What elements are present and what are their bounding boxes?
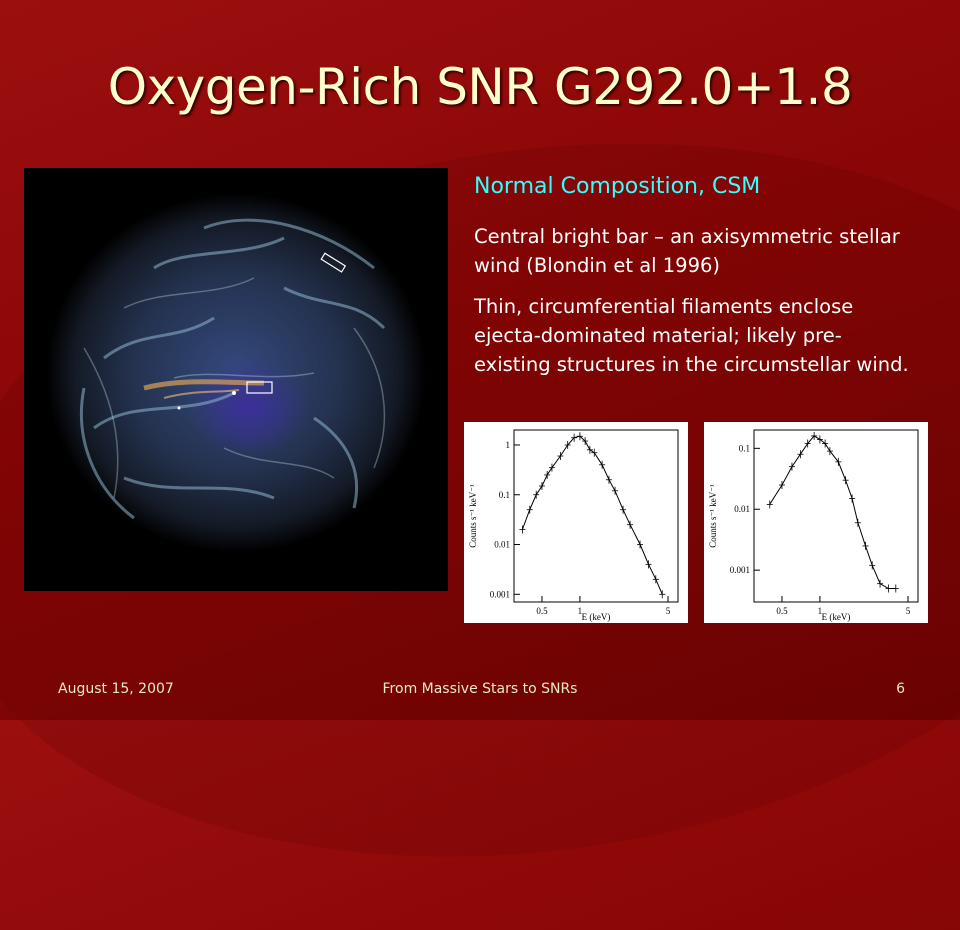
spectrum-line — [521, 435, 663, 595]
x-axis-label: E (keV) — [822, 612, 851, 622]
x-tick-label: 1 — [578, 606, 583, 616]
spectrum-line — [769, 435, 896, 589]
plot-frame — [513, 429, 679, 603]
y-tick-label: 0.001 — [730, 565, 750, 575]
plot-frame — [753, 429, 919, 603]
snr-xray-image — [24, 168, 448, 591]
y-tick-label: 0.01 — [494, 540, 510, 550]
y-tick-label: 1 — [506, 440, 511, 450]
y-tick-label: 0.01 — [734, 504, 750, 514]
slide-number: 6 — [896, 681, 905, 697]
paragraph-bright-bar: Central bright bar – an axisymmetric ste… — [474, 225, 900, 277]
x-tick-label: 5 — [666, 606, 671, 616]
x-axis-label: E (keV) — [582, 612, 611, 622]
y-tick-label: 0.1 — [739, 443, 750, 453]
y-tick-label: 0.001 — [490, 589, 510, 599]
footer-date: August 15, 2007 — [58, 681, 174, 697]
slide-title: Oxygen-Rich SNR G292.0+1.8 — [107, 58, 853, 116]
subheading: Normal Composition, CSM — [474, 174, 761, 199]
footer-title: From Massive Stars to SNRs — [382, 681, 578, 697]
x-tick-label: 0.5 — [536, 606, 548, 616]
spectrum-plot-right: 0.5 1 5 0.1 0.01 0.001 E (keV) Counts s⁻¹ keV⁻¹ — [704, 422, 928, 623]
spectrum-plot-left: 0.5 1 5 1 0.1 0.01 0.001 E (keV) Counts s⁻¹ keV⁻… — [464, 422, 688, 623]
x-tick-label: 1 — [818, 606, 823, 616]
y-axis-label: Counts s⁻¹ keV⁻¹ — [468, 484, 478, 548]
y-axis-label: Counts s⁻¹ keV⁻¹ — [708, 484, 718, 548]
x-tick-label: 0.5 — [776, 606, 788, 616]
y-tick-label: 0.1 — [499, 490, 510, 500]
x-tick-label: 5 — [906, 606, 911, 616]
paragraph-filaments: Thin, circumferential filaments enclose … — [474, 295, 909, 376]
